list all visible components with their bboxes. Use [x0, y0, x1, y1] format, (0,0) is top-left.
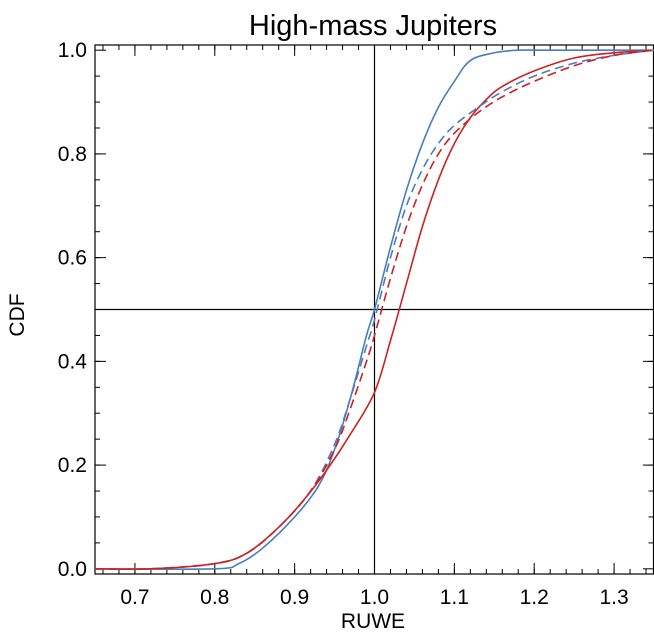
- x-axis-label: RUWE: [341, 610, 405, 633]
- y-tick-label: 0.4: [58, 350, 88, 373]
- x-tick-label: 1.1: [440, 586, 469, 609]
- y-tick-label: 0.8: [58, 143, 87, 166]
- x-tick-label: 1.2: [520, 586, 549, 609]
- chart-title: High-mass Jupiters: [249, 10, 497, 42]
- y-tick-label: 0.0: [58, 558, 87, 581]
- x-tick-label: 1.0: [360, 586, 389, 609]
- y-axis-label: CDF: [6, 293, 29, 336]
- y-tick-label: 0.2: [58, 454, 87, 477]
- cdf-line-red-dashed: [94, 49, 654, 570]
- y-tick-label: 1.0: [58, 39, 87, 62]
- x-tick-label: 0.9: [280, 586, 309, 609]
- x-tick-label: 1.3: [599, 586, 628, 609]
- x-tick-label: 0.8: [200, 586, 229, 609]
- plot-area: 0.7 0.8 0.9 1.0 1.1 1.2 1.3 0.0 0.2 0.4 0.6 0.8 1.0: [58, 39, 654, 609]
- y-tick-label: 0.6: [58, 247, 87, 270]
- x-tick-label: 0.7: [120, 586, 149, 609]
- cdf-line-blue-solid: [94, 49, 654, 570]
